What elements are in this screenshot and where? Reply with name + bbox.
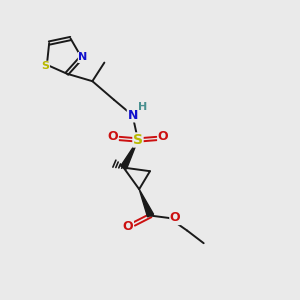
Polygon shape <box>121 140 138 169</box>
Text: H: H <box>138 102 148 112</box>
Text: S: S <box>133 133 143 147</box>
Text: O: O <box>158 130 169 143</box>
Text: O: O <box>107 130 118 143</box>
Polygon shape <box>139 189 154 217</box>
Text: O: O <box>170 212 181 224</box>
Text: N: N <box>128 109 138 122</box>
Text: O: O <box>123 220 134 233</box>
Text: N: N <box>78 52 88 62</box>
Text: S: S <box>41 61 50 71</box>
